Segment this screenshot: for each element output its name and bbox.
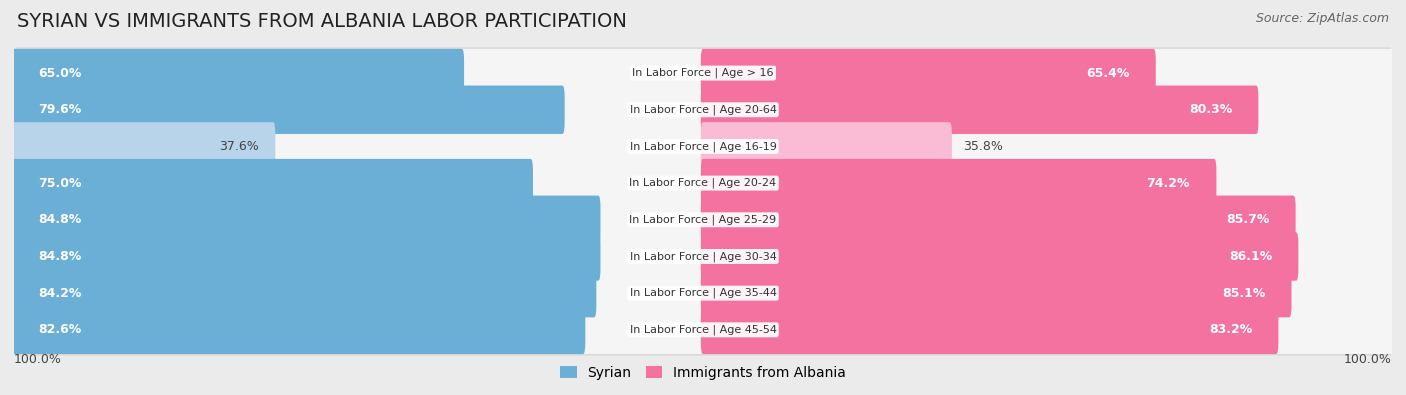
FancyBboxPatch shape [14,304,1392,356]
FancyBboxPatch shape [700,49,1156,97]
Text: 35.8%: 35.8% [963,140,1004,153]
FancyBboxPatch shape [700,86,1258,134]
Text: In Labor Force | Age > 16: In Labor Force | Age > 16 [633,68,773,78]
Text: 86.1%: 86.1% [1229,250,1272,263]
FancyBboxPatch shape [11,49,1395,97]
FancyBboxPatch shape [14,267,1392,319]
FancyBboxPatch shape [700,122,952,171]
FancyBboxPatch shape [11,306,1395,354]
Text: 100.0%: 100.0% [1344,353,1392,365]
FancyBboxPatch shape [11,306,585,354]
FancyBboxPatch shape [11,86,1395,134]
FancyBboxPatch shape [14,231,1392,282]
Text: 85.7%: 85.7% [1226,213,1270,226]
Text: In Labor Force | Age 20-24: In Labor Force | Age 20-24 [630,178,776,188]
FancyBboxPatch shape [11,232,1395,281]
Text: In Labor Force | Age 35-44: In Labor Force | Age 35-44 [630,288,776,298]
Text: In Labor Force | Age 45-54: In Labor Force | Age 45-54 [630,325,776,335]
FancyBboxPatch shape [14,121,1392,172]
FancyBboxPatch shape [11,196,1395,244]
Text: 100.0%: 100.0% [14,353,62,365]
Text: 84.2%: 84.2% [38,287,82,300]
Text: Source: ZipAtlas.com: Source: ZipAtlas.com [1256,12,1389,25]
FancyBboxPatch shape [11,269,596,317]
Text: 37.6%: 37.6% [219,140,259,153]
Text: 85.1%: 85.1% [1222,287,1265,300]
FancyBboxPatch shape [11,122,1395,171]
Text: 84.8%: 84.8% [38,213,82,226]
FancyBboxPatch shape [14,194,1392,245]
Text: 80.3%: 80.3% [1189,103,1232,116]
FancyBboxPatch shape [700,269,1292,317]
FancyBboxPatch shape [11,49,464,97]
Text: 79.6%: 79.6% [38,103,82,116]
FancyBboxPatch shape [11,159,533,207]
FancyBboxPatch shape [700,232,1298,281]
Text: 84.8%: 84.8% [38,250,82,263]
Text: In Labor Force | Age 16-19: In Labor Force | Age 16-19 [630,141,776,152]
FancyBboxPatch shape [700,306,1278,354]
Legend: Syrian, Immigrants from Albania: Syrian, Immigrants from Albania [554,360,852,386]
Text: 82.6%: 82.6% [38,324,82,336]
Text: 65.0%: 65.0% [38,67,82,79]
Text: SYRIAN VS IMMIGRANTS FROM ALBANIA LABOR PARTICIPATION: SYRIAN VS IMMIGRANTS FROM ALBANIA LABOR … [17,12,627,31]
Text: 83.2%: 83.2% [1209,324,1253,336]
FancyBboxPatch shape [11,232,600,281]
FancyBboxPatch shape [11,86,565,134]
FancyBboxPatch shape [11,159,1395,207]
FancyBboxPatch shape [14,84,1392,135]
FancyBboxPatch shape [700,159,1216,207]
FancyBboxPatch shape [11,122,276,171]
Text: In Labor Force | Age 20-64: In Labor Force | Age 20-64 [630,105,776,115]
FancyBboxPatch shape [700,196,1295,244]
Text: 74.2%: 74.2% [1146,177,1189,190]
FancyBboxPatch shape [14,47,1392,99]
Text: In Labor Force | Age 25-29: In Labor Force | Age 25-29 [630,214,776,225]
Text: 75.0%: 75.0% [38,177,82,190]
Text: In Labor Force | Age 30-34: In Labor Force | Age 30-34 [630,251,776,262]
FancyBboxPatch shape [14,158,1392,209]
Text: 65.4%: 65.4% [1085,67,1129,79]
FancyBboxPatch shape [11,269,1395,317]
FancyBboxPatch shape [11,196,600,244]
